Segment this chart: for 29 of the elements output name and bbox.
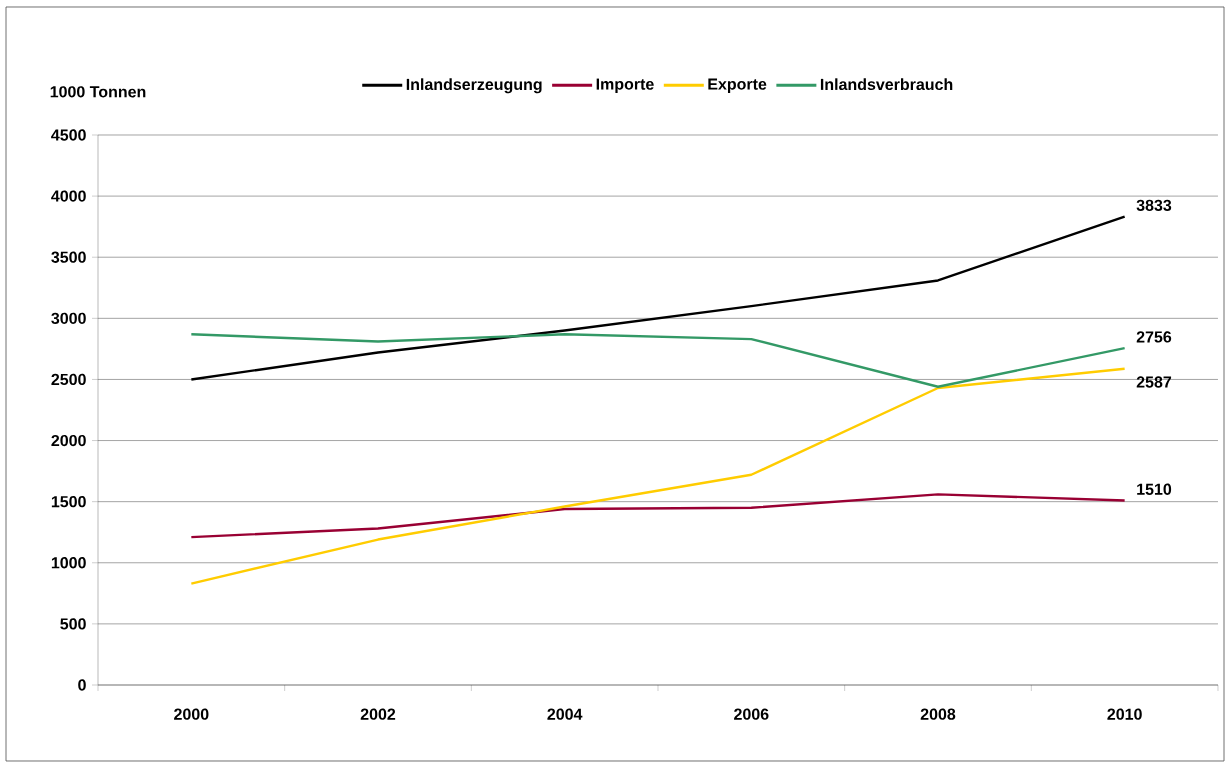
y-tick-label: 500 (60, 618, 86, 630)
y-tick-label: 0 (78, 679, 86, 691)
y-axis-title: 1000 Tonnen (50, 86, 146, 98)
x-tick-label: 2002 (360, 708, 396, 720)
y-tick-label: 2000 (51, 434, 86, 447)
data-label: 2587 (1136, 376, 1172, 388)
legend-label: Exporte (708, 78, 767, 93)
line-series (190, 493, 1126, 539)
legend-label: Inlandsverbrauch (820, 78, 953, 91)
line-series (190, 215, 1126, 381)
line-series (190, 333, 1126, 388)
legend-label: Importe (596, 78, 654, 93)
y-tick-label: 3000 (51, 312, 86, 324)
x-tick-label: 2004 (547, 708, 583, 720)
x-tick-label: 2008 (920, 708, 956, 720)
y-tick-label: 1500 (51, 496, 86, 508)
data-label: 1510 (1137, 483, 1172, 495)
legend-label: Inlandserzeugung (406, 78, 542, 94)
x-tick-label: 2010 (1107, 708, 1142, 720)
x-tick-label: 2000 (174, 708, 209, 720)
line-series (190, 367, 1126, 585)
y-tick-label: 4000 (51, 190, 86, 202)
x-tick-label: 2006 (734, 708, 769, 720)
y-tick-label: 3500 (51, 251, 86, 263)
data-label: 3833 (1136, 199, 1172, 211)
data-label: 2756 (1136, 331, 1172, 343)
y-tick-label: 2500 (51, 373, 86, 386)
y-tick-label: 4500 (51, 129, 86, 141)
y-tick-label: 1000 (51, 557, 86, 569)
